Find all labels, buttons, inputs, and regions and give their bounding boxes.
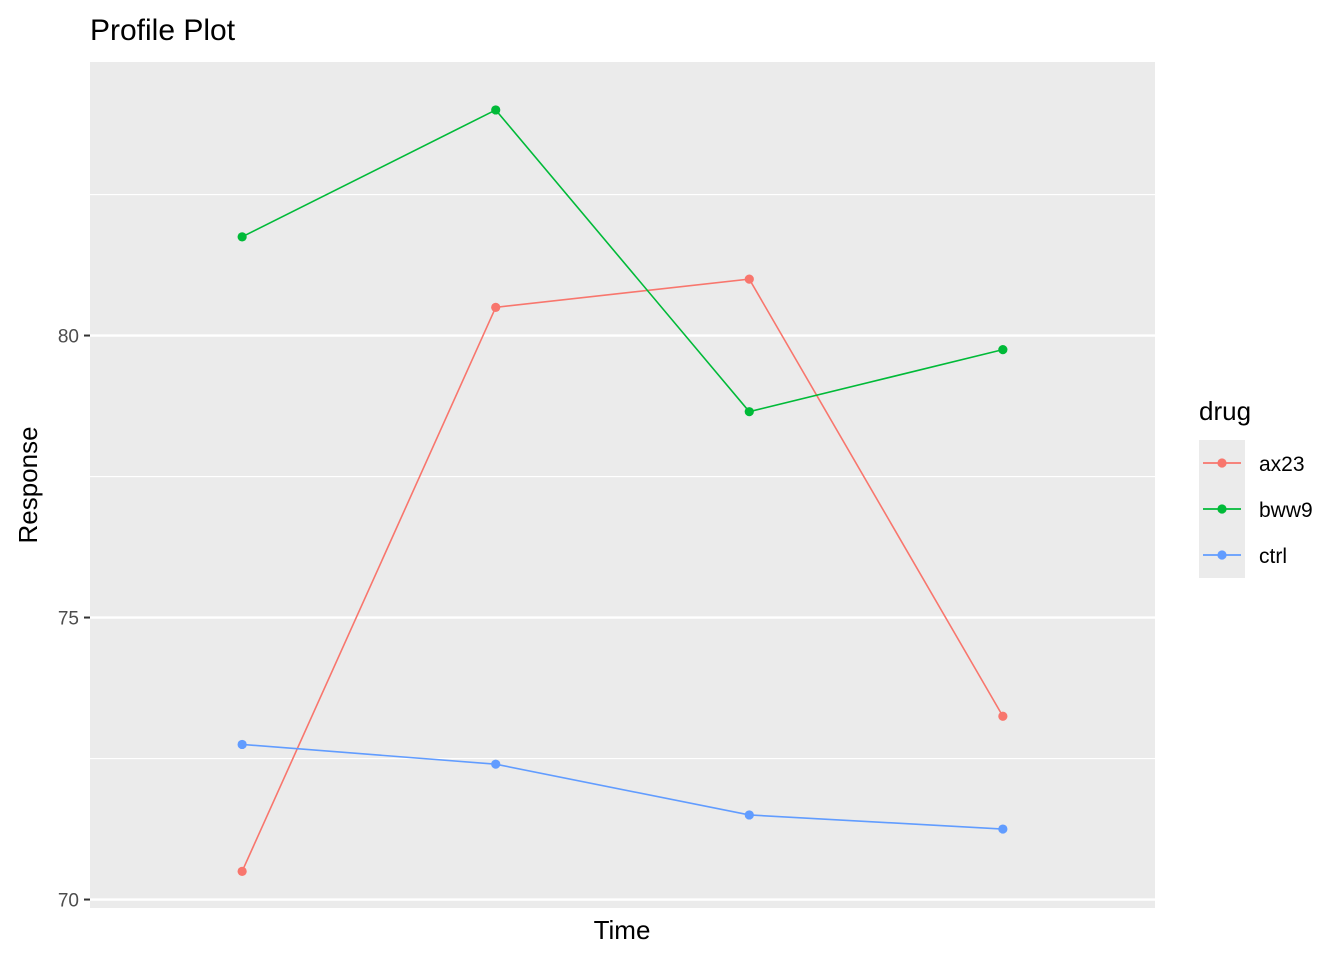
data-point-ax23 xyxy=(744,274,754,284)
series-layer xyxy=(237,105,1008,876)
series-bww9 xyxy=(237,105,1008,417)
data-point-ctrl xyxy=(998,824,1008,834)
chart-title: Profile Plot xyxy=(90,14,236,47)
data-point-bww9 xyxy=(237,232,247,242)
data-point-bww9 xyxy=(744,407,754,417)
series-line-ax23 xyxy=(241,278,1004,872)
legend-item-bww9: bww9 xyxy=(1199,486,1313,532)
legend-item-ctrl: ctrl xyxy=(1199,532,1287,578)
data-point-ctrl xyxy=(744,810,754,820)
data-point-ctrl xyxy=(237,739,247,750)
legend-key-point xyxy=(1217,504,1227,514)
legend-label: bww9 xyxy=(1259,499,1313,522)
legend-label: ctrl xyxy=(1259,545,1287,568)
data-point-ax23 xyxy=(237,866,247,876)
y-tick-label: 80 xyxy=(58,327,79,348)
legend-item-ax23: ax23 xyxy=(1199,440,1305,486)
grid-minor xyxy=(90,193,1155,760)
y-axis-title: Response xyxy=(13,426,43,543)
y-tick-label: 75 xyxy=(58,609,79,630)
y-axis: 70 75 80 xyxy=(58,327,90,912)
series-ax23 xyxy=(237,274,1008,876)
legend: drug ax23 bww9 ctrl xyxy=(1199,396,1313,578)
legend-key-point xyxy=(1217,458,1227,468)
x-axis-title: Time xyxy=(594,915,651,945)
legend-label: ax23 xyxy=(1259,453,1305,476)
data-point-ax23 xyxy=(491,302,501,312)
legend-items: ax23 bww9 ctrl xyxy=(1199,440,1313,578)
plot-panel xyxy=(90,62,1155,908)
data-point-bww9 xyxy=(998,345,1008,355)
series-line-ctrl xyxy=(242,743,1003,830)
legend-key-point xyxy=(1217,550,1227,560)
series-line-bww9 xyxy=(241,108,1004,413)
data-point-ctrl xyxy=(491,759,501,769)
data-point-bww9 xyxy=(491,105,501,115)
grid-major xyxy=(90,334,1155,901)
legend-title: drug xyxy=(1199,396,1251,426)
data-point-ax23 xyxy=(998,711,1008,721)
series-ctrl xyxy=(237,739,1008,834)
y-tick-label: 70 xyxy=(58,891,79,912)
